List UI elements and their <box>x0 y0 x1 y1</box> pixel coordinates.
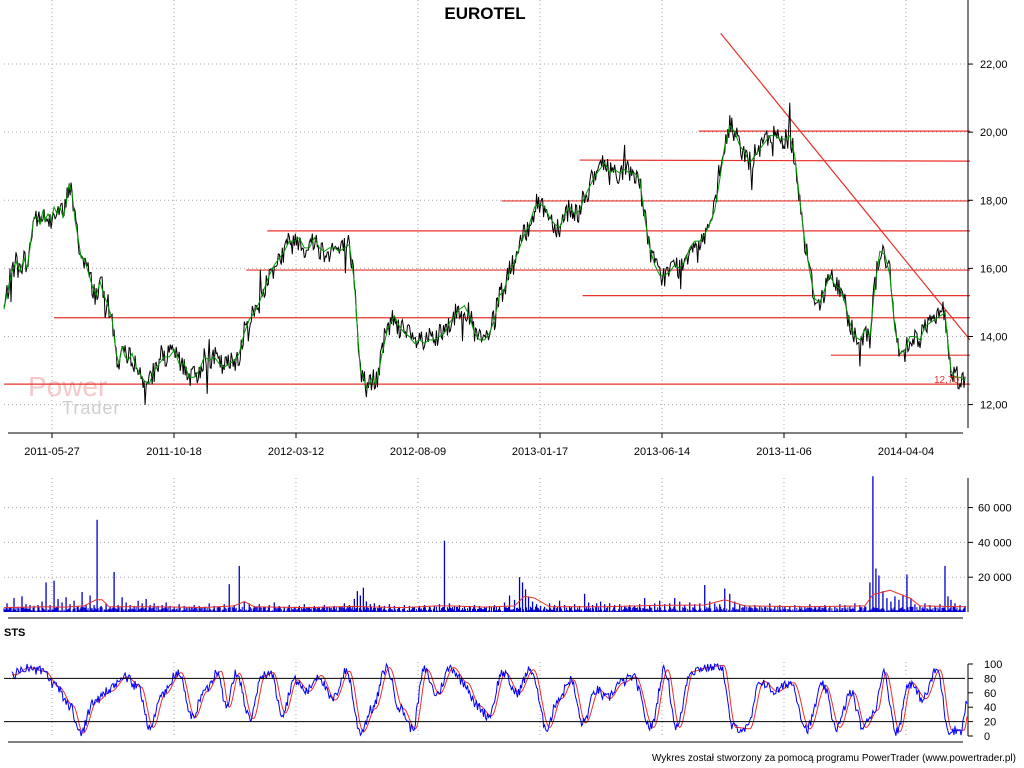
date-tick-label-1: 2011-10-18 <box>146 446 201 458</box>
chart-title: EUROTEL <box>444 4 525 23</box>
watermark-trader: Trader <box>62 398 120 418</box>
price-tick-label-3: 18,00 <box>980 195 1008 207</box>
date-tick-label-0: 2011-05-27 <box>24 446 79 458</box>
price-series-line <box>3 102 966 405</box>
sts-d-line <box>12 664 968 734</box>
sts-tick-label-3: 60 <box>984 688 996 700</box>
watermark-power: Power <box>28 371 107 402</box>
volume-tick-label-0: 20 000 <box>978 572 1012 584</box>
sts-tick-label-1: 20 <box>984 717 996 729</box>
volume-panel <box>3 476 966 612</box>
date-tick-label-7: 2014-04-04 <box>878 446 934 458</box>
volume-bars <box>3 476 966 612</box>
sts-tick-label-2: 40 <box>984 702 996 714</box>
sts-tick-label-4: 80 <box>984 673 996 685</box>
sts-axis: 0 20 40 60 80 100 <box>4 659 1002 743</box>
price-panel: 12,70 <box>3 33 971 405</box>
grid <box>4 0 965 736</box>
volume-axis: 20 000 40 000 60 000 <box>8 478 1012 619</box>
sts-k-line <box>11 662 968 737</box>
volume-tick-label-2: 60 000 <box>978 503 1012 515</box>
date-tick-label-3: 2012-08-09 <box>390 446 446 458</box>
date-tick-label-5: 2013-06-14 <box>634 446 690 458</box>
last-price-label: 12,70 <box>934 375 959 386</box>
price-tick-label-0: 12,00 <box>980 400 1008 412</box>
price-axis: 12,00 14,00 16,00 18,00 20,00 22,00 <box>8 0 1008 434</box>
resistance-lines <box>4 33 971 385</box>
volume-average-line <box>3 589 966 609</box>
resistance-line-7 <box>579 159 971 162</box>
price-tick-label-4: 20,00 <box>980 127 1008 139</box>
price-tick-label-2: 16,00 <box>980 263 1008 275</box>
footer-credit: Wykres został stworzony za pomocą progra… <box>652 753 1016 764</box>
moving-average-line <box>3 124 966 389</box>
price-tick-label-1: 14,00 <box>980 331 1008 343</box>
sts-tick-label-0: 0 <box>984 731 990 743</box>
price-tick-label-5: 22,00 <box>980 59 1008 71</box>
date-tick-label-4: 2013-01-17 <box>512 446 568 458</box>
date-axis: 2011-05-27 2011-10-18 2012-03-12 2012-08-09… <box>24 433 934 458</box>
sts-tick-label-5: 100 <box>984 659 1002 671</box>
date-tick-label-6: 2013-11-06 <box>756 446 811 458</box>
volume-tick-label-1: 40 000 <box>978 537 1012 549</box>
sts-panel <box>11 662 968 737</box>
date-tick-label-2: 2012-03-12 <box>268 446 324 458</box>
resistance-line-9 <box>720 33 971 341</box>
sts-label: STS <box>4 627 25 639</box>
